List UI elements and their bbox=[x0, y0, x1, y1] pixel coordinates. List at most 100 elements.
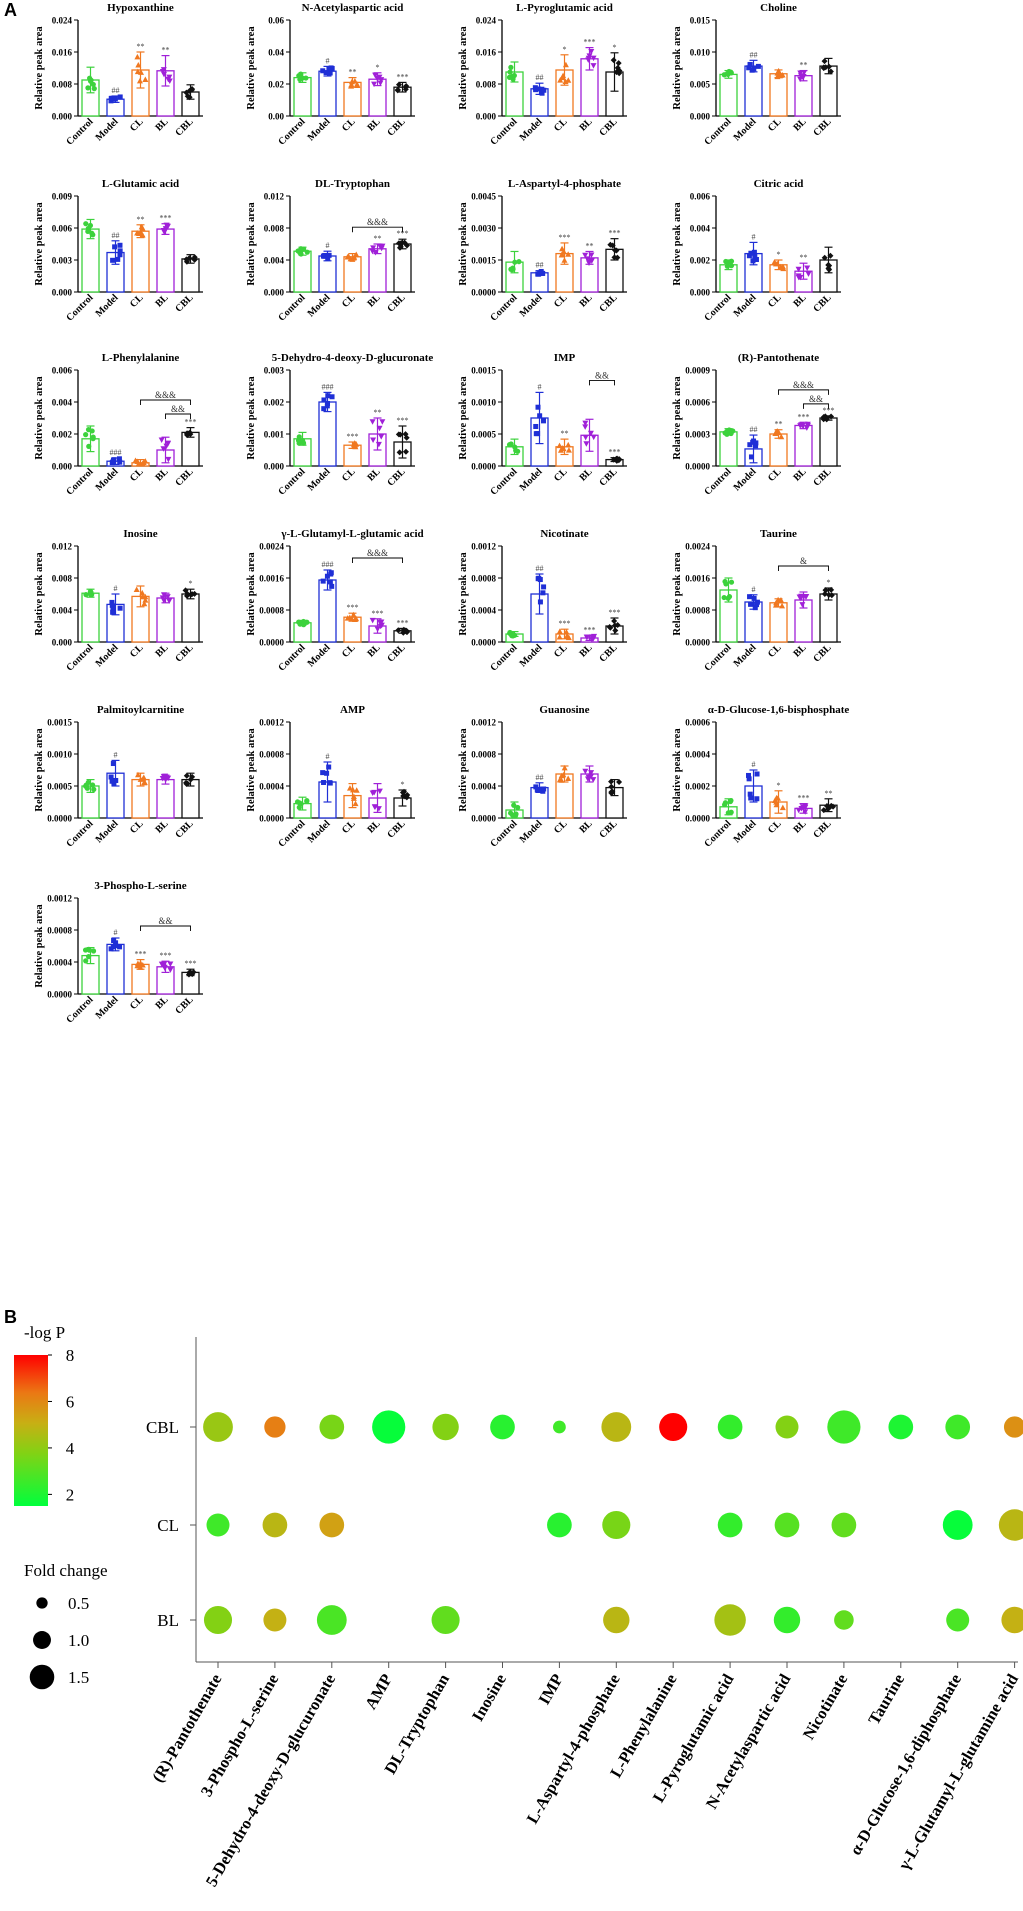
bar bbox=[368, 248, 387, 293]
data-point bbox=[396, 449, 403, 456]
y-tick-label: 0.0004 bbox=[471, 606, 496, 616]
data-point bbox=[748, 795, 754, 801]
y-tick-label: 0.024 bbox=[52, 16, 73, 26]
data-point bbox=[303, 75, 309, 81]
data-point bbox=[134, 230, 141, 236]
x-tick-label: Model bbox=[732, 818, 759, 845]
y-axis-label: Relative peak area bbox=[34, 202, 45, 286]
data-point bbox=[160, 592, 167, 598]
data-point bbox=[140, 459, 147, 465]
y-tick-label: 0.0000 bbox=[471, 638, 496, 648]
data-point bbox=[586, 53, 593, 59]
y-tick-label: 0.000 bbox=[52, 638, 73, 648]
data-point bbox=[559, 74, 566, 81]
x-tick-label: Model bbox=[732, 466, 759, 493]
bar-chart-13: γ-L-Glutamyl-L-glutamic acid Relative pea… bbox=[246, 528, 424, 674]
significance-label: ### bbox=[110, 448, 122, 457]
y-tick-label: 0.002 bbox=[690, 256, 711, 266]
data-point bbox=[779, 71, 786, 78]
data-point bbox=[375, 441, 382, 448]
y-tick-label: 0.015 bbox=[690, 16, 711, 26]
significance-label: *** bbox=[185, 418, 197, 427]
x-tick-label: CL bbox=[128, 642, 146, 660]
x-tick-label: CL bbox=[766, 818, 784, 836]
data-point bbox=[533, 784, 539, 790]
data-point bbox=[166, 598, 173, 605]
y-axis-label: Relative peak area bbox=[672, 728, 683, 812]
size-legend-label: 0.5 bbox=[68, 1594, 89, 1613]
y-tick-label: 0.0016 bbox=[685, 574, 710, 584]
data-point bbox=[326, 764, 332, 770]
y-tick-label: 0.000 bbox=[690, 112, 711, 122]
data-point bbox=[726, 594, 733, 600]
data-point bbox=[824, 806, 831, 813]
data-point bbox=[350, 795, 357, 801]
bar bbox=[181, 593, 200, 643]
y-axis-label: Relative peak area bbox=[34, 376, 45, 460]
data-point bbox=[369, 617, 376, 624]
data-point bbox=[91, 786, 97, 792]
data-point bbox=[296, 73, 302, 79]
data-point bbox=[611, 618, 618, 625]
data-point bbox=[116, 456, 122, 462]
y-tick-label: 0.000 bbox=[52, 288, 73, 298]
data-point bbox=[404, 791, 411, 798]
y-tick-label: 0.0012 bbox=[259, 718, 284, 728]
data-point bbox=[614, 254, 621, 261]
data-point bbox=[777, 263, 784, 270]
y-tick-label: 0.0000 bbox=[259, 638, 284, 648]
x-tick-label: CL bbox=[552, 116, 570, 134]
significance-label: # bbox=[752, 585, 756, 594]
x-tick-label: CBL bbox=[173, 642, 196, 665]
significance-label: *** bbox=[823, 406, 835, 415]
data-point bbox=[378, 245, 385, 252]
data-point bbox=[533, 87, 539, 93]
y-axis-label: Relative peak area bbox=[458, 552, 469, 636]
y-tick-label: 0.0000 bbox=[471, 814, 496, 824]
data-point bbox=[746, 772, 752, 778]
data-point bbox=[110, 761, 116, 767]
size-legend-bubble bbox=[33, 1631, 51, 1649]
data-point bbox=[350, 611, 357, 618]
y-tick-label: 0.003 bbox=[52, 256, 73, 266]
y-axis-label: Relative peak area bbox=[458, 26, 469, 110]
y-tick-label: 0.0045 bbox=[471, 192, 496, 202]
size-legend-bubble bbox=[36, 1597, 48, 1609]
data-point bbox=[403, 628, 410, 635]
bubble-point bbox=[602, 1510, 631, 1540]
y-tick-label: 0.0016 bbox=[259, 574, 284, 584]
bar bbox=[794, 424, 813, 467]
bracket-label: && bbox=[171, 404, 185, 414]
data-point bbox=[379, 419, 386, 425]
y-tick-label: 0.0004 bbox=[47, 958, 72, 968]
bar bbox=[819, 417, 838, 467]
x-tick-label: CL bbox=[128, 818, 146, 836]
data-point bbox=[820, 64, 827, 71]
x-tick-label: BL bbox=[153, 466, 170, 483]
bar bbox=[106, 943, 125, 995]
y-tick-label: 0.008 bbox=[52, 574, 73, 584]
data-point bbox=[613, 247, 620, 254]
data-point bbox=[563, 629, 570, 635]
bubble-point bbox=[490, 1414, 515, 1440]
size-legend-bubble bbox=[29, 1664, 55, 1690]
data-point bbox=[162, 777, 169, 783]
data-point bbox=[134, 771, 141, 778]
y-tick-label: 0.006 bbox=[690, 192, 711, 202]
x-tick-label: Model bbox=[94, 818, 121, 845]
bar bbox=[156, 228, 175, 293]
data-point bbox=[608, 783, 615, 790]
data-point bbox=[370, 245, 377, 251]
data-point bbox=[512, 259, 518, 265]
data-point bbox=[582, 252, 589, 259]
bar bbox=[131, 230, 150, 293]
data-point bbox=[83, 221, 89, 227]
data-point bbox=[747, 61, 753, 67]
y-tick-label: 0.0005 bbox=[47, 782, 72, 792]
data-point bbox=[616, 779, 623, 786]
data-point bbox=[378, 434, 385, 440]
y-tick-label: 0.0004 bbox=[471, 782, 496, 792]
data-point bbox=[395, 431, 402, 438]
data-point bbox=[751, 249, 757, 255]
data-point bbox=[87, 75, 93, 81]
